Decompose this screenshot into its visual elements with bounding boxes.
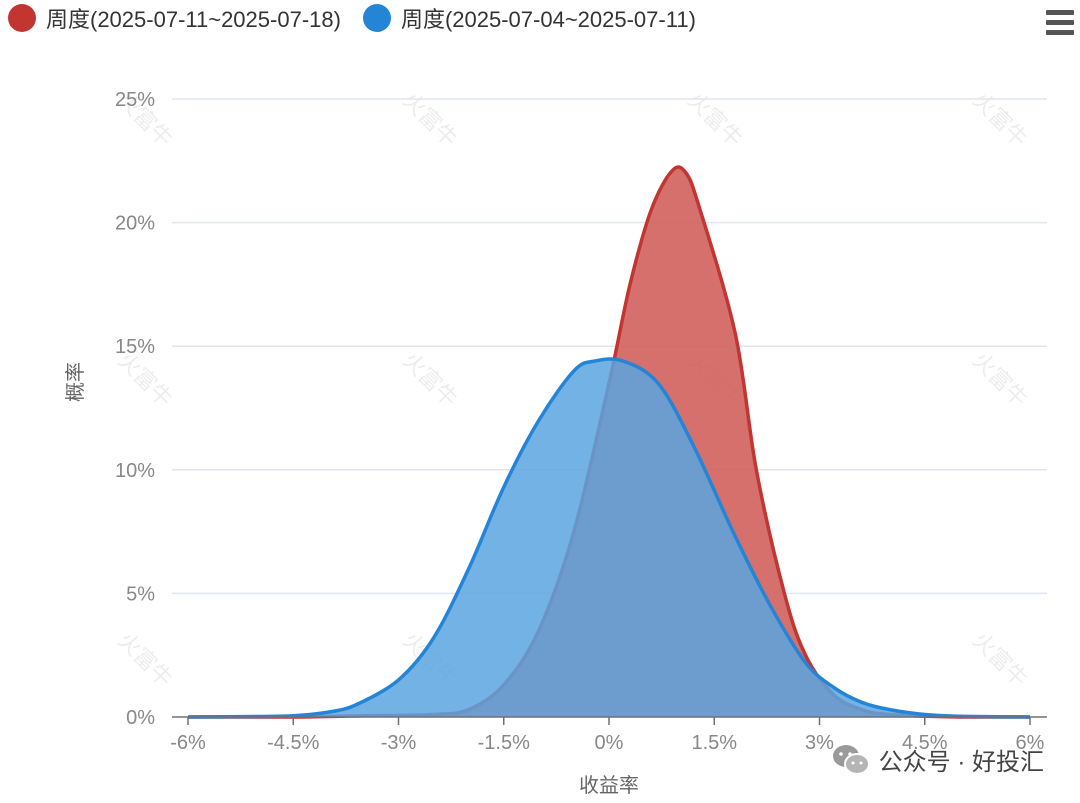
footer-text: 公众号 · 好投汇 <box>878 749 1044 776</box>
watermark-text: 火富牛 <box>683 88 747 152</box>
y-tick-label: 5% <box>126 583 155 605</box>
legend-dot-blue <box>362 4 391 32</box>
x-tick-label: 6% <box>1016 732 1045 754</box>
legend-item-week-0704-0711[interactable]: 周度(2025-07-04~2025-07-11) <box>362 2 696 34</box>
watermark-text: 火富牛 <box>968 628 1032 692</box>
legend-label: 周度(2025-07-04~2025-07-11) <box>400 7 696 32</box>
y-tick-label: 10% <box>115 460 155 482</box>
wechat-footer: 公众号 · 好投汇 <box>831 742 1044 777</box>
watermark-text: 火富牛 <box>398 88 462 152</box>
x-tick-label: 4.5% <box>902 732 948 754</box>
x-tick-label: -1.5% <box>478 732 530 754</box>
watermark-text: 火富牛 <box>968 348 1032 412</box>
legend-item-week-0711-0718[interactable]: 周度(2025-07-11~2025-07-18) <box>8 2 341 34</box>
legend-dot-red <box>8 4 36 32</box>
x-tick-label: -6% <box>170 732 206 754</box>
x-ticks: -6% -4.5% -3% -1.5% 0% 1.5% 3% 4.5% 6% <box>170 717 1045 754</box>
watermark-text: 火富牛 <box>398 348 462 412</box>
x-axis-title: 收益率 <box>579 774 639 797</box>
y-ticks: 0% 5% 10% 15% 20% 25% <box>115 89 155 729</box>
menu-icon[interactable] <box>1046 10 1074 36</box>
x-tick-label: 1.5% <box>691 732 737 754</box>
series-line-1[interactable] <box>187 357 1031 719</box>
x-tick-label: 0% <box>595 732 624 754</box>
x-tick-label: -4.5% <box>267 732 319 754</box>
watermark-text: 火富牛 <box>968 88 1032 152</box>
series-areas <box>187 165 1031 719</box>
x-tick-label: 3% <box>805 732 834 754</box>
y-tick-label: 15% <box>115 336 155 358</box>
x-tick-label: -3% <box>381 732 417 754</box>
legend-label: 周度(2025-07-11~2025-07-18) <box>46 7 341 32</box>
watermark-text: 火富牛 <box>113 628 177 692</box>
y-tick-label: 25% <box>115 89 155 111</box>
series-area-1 <box>188 358 1030 717</box>
y-tick-label: 0% <box>126 707 155 729</box>
y-tick-label: 20% <box>115 213 155 235</box>
y-axis-title: 概率 <box>64 362 87 402</box>
legend: 周度(2025-07-11~2025-07-18) 周度(2025-07-04~… <box>8 2 696 34</box>
wechat-icon <box>832 744 870 775</box>
